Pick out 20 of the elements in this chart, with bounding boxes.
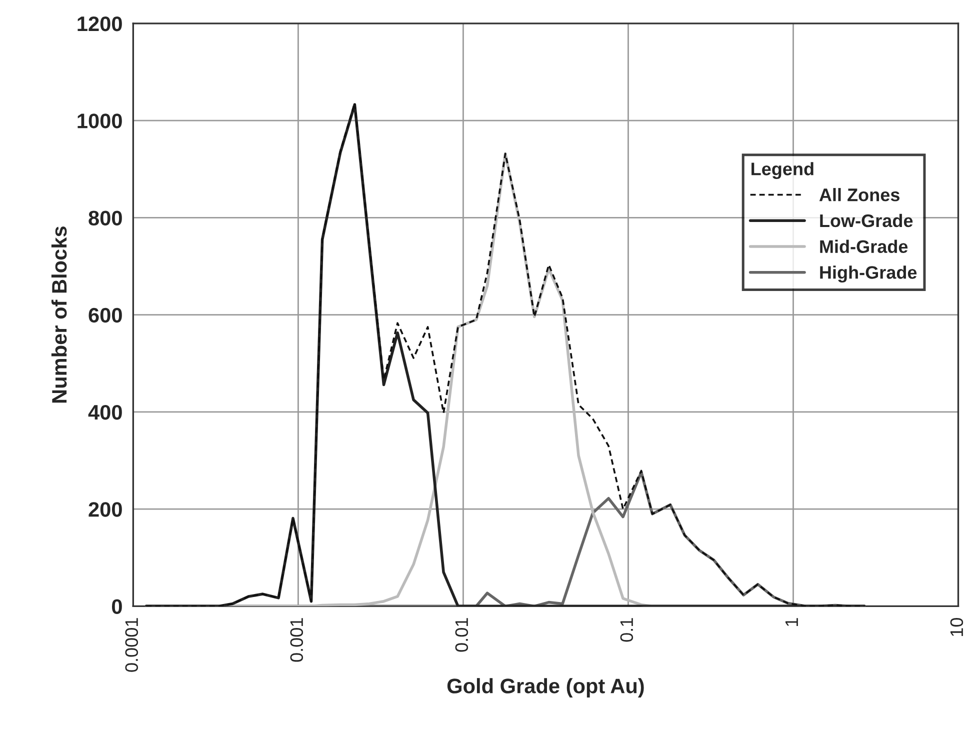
legend-label: High-Grade [820, 266, 917, 283]
legend-label: All Zones [819, 188, 900, 202]
x-tick-label: 0.1 [620, 618, 634, 642]
legend-label: Low-Grade [820, 214, 913, 228]
x-tick-label: 0.0001 [125, 618, 138, 672]
x-tick-label: 10 [950, 618, 964, 636]
y-tick-label: 800 [88, 210, 122, 226]
x-tick-label: 0.01 [455, 618, 468, 652]
y-tick-label: 200 [88, 502, 122, 517]
x-tick-label: 0.001 [290, 618, 304, 662]
y-tick-label: 1000 [78, 114, 122, 128]
x-axis-title: Gold Grade (opt Au) [447, 678, 644, 698]
legend-title: Legend [752, 162, 814, 179]
y-tick-label: 1200 [78, 16, 122, 32]
y-tick-label: 0 [112, 599, 122, 614]
y-axis-title: Number of Blocks [51, 226, 67, 403]
y-tick-label: 400 [88, 404, 122, 420]
x-tick-label: 1 [785, 618, 798, 626]
legend-label: Mid-Grade [820, 240, 908, 253]
y-tick-label: 600 [88, 308, 122, 323]
